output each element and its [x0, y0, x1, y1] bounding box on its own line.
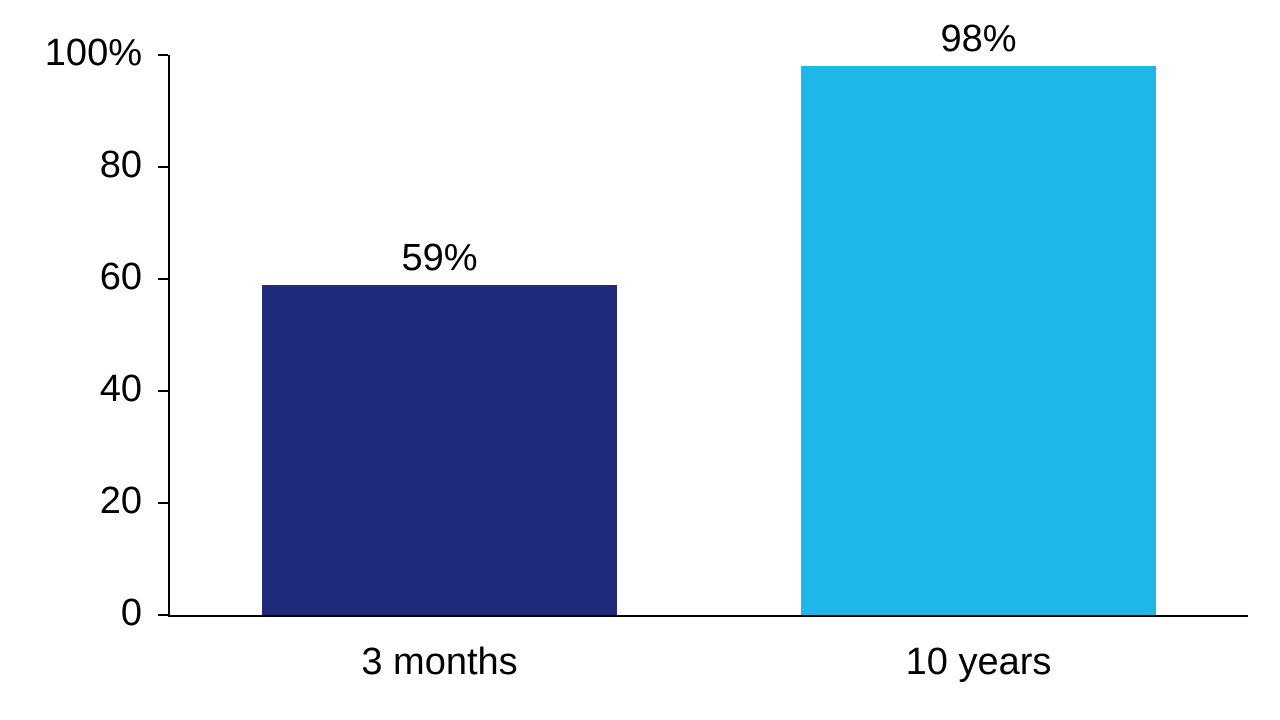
y-tick-mark — [158, 54, 168, 56]
bar — [801, 66, 1157, 615]
bar-chart: 0 20 40 60 80 100% 59% 3 months 98% 10 years — [0, 0, 1280, 720]
y-axis — [168, 55, 170, 617]
category-label: 10 years — [709, 641, 1248, 684]
category-label: 3 months — [170, 641, 709, 684]
y-tick-label: 20 — [0, 480, 142, 523]
y-tick-mark — [158, 166, 168, 168]
data-label: 98% — [801, 18, 1157, 61]
y-tick-mark — [158, 278, 168, 280]
y-tick-label: 0 — [0, 592, 142, 635]
y-tick-mark — [158, 614, 168, 616]
y-tick-label: 60 — [0, 256, 142, 299]
x-axis — [168, 615, 1248, 617]
y-tick-mark — [158, 502, 168, 504]
bar — [262, 285, 618, 615]
y-tick-label: 80 — [0, 144, 142, 187]
data-label: 59% — [262, 237, 618, 280]
y-tick-label: 40 — [0, 368, 142, 411]
y-tick-mark — [158, 390, 168, 392]
y-tick-label: 100% — [0, 32, 142, 75]
